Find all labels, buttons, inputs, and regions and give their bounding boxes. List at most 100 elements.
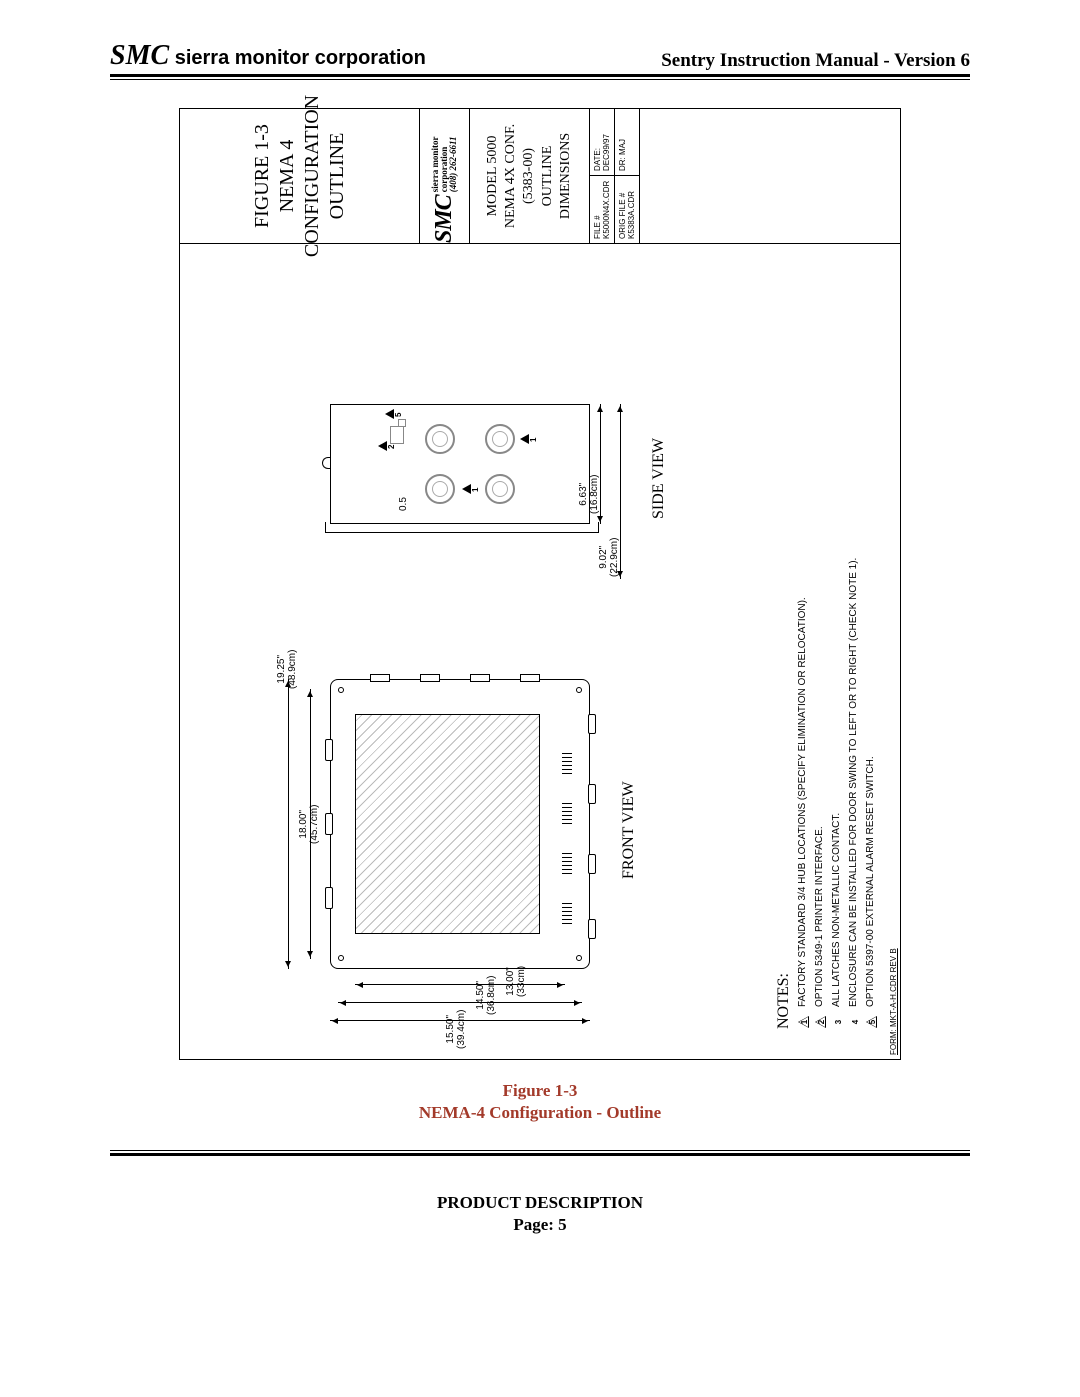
file1: FILE # K5000N4X.CDR [590, 176, 614, 243]
note-item: 3 ALL LATCHES NON-METALLIC CONTACT. [831, 269, 845, 1029]
fig-line4: OUTLINE [325, 133, 350, 220]
dim-arrow [338, 1002, 582, 1003]
side-view: 1 1 2 5 0.5 [330, 404, 590, 579]
note-triangle-icon: 1 [797, 1015, 811, 1029]
header-rule [110, 79, 970, 80]
note-text: FACTORY STANDARD 3/4 HUB LOCATIONS (SPEC… [797, 597, 809, 1007]
latch-icon [470, 674, 490, 682]
dim-h2: 18.00"(45.7cm) [298, 805, 320, 844]
top-conduit-icon [322, 457, 330, 469]
note-item: 1 FACTORY STANDARD 3/4 HUB LOCATIONS (SPE… [797, 269, 811, 1029]
foot-icon [588, 854, 596, 874]
dim-dot5: 0.5 [398, 497, 409, 511]
mount-hole-icon [576, 687, 582, 693]
vent-icon [562, 900, 572, 924]
hub-icon [425, 474, 455, 504]
note-text: OPTION 5349-1 PRINTER INTERFACE. [814, 826, 826, 1007]
logo-text: sierra monitor corporation (408) 262-661… [431, 109, 458, 192]
hub-icon [485, 474, 515, 504]
latch-icon [420, 674, 440, 682]
notes-block: NOTES: 1 FACTORY STANDARD 3/4 HUB LOCATIO… [775, 269, 882, 1029]
notes-title: NOTES: [775, 269, 793, 1029]
front-view-label: FRONT VIEW [620, 781, 638, 879]
caption-l1: Figure 1-3 [503, 1081, 578, 1100]
footer-l2: Page: 5 [513, 1215, 566, 1234]
fig-line2: NEMA 4 [275, 140, 300, 213]
technical-drawing: FIGURE 1-3 NEMA 4 CONFIGURATION OUTLINE … [179, 108, 901, 1060]
hub-icon [425, 424, 455, 454]
foot-icon [588, 784, 596, 804]
notes-list: 1 FACTORY STANDARD 3/4 HUB LOCATIONS (SPE… [797, 269, 879, 1029]
hub-icon [485, 424, 515, 454]
callout-tri-icon: 1 [520, 434, 529, 444]
note-triangle-icon: 2 [814, 1015, 828, 1029]
note-triangle-icon: 5 [865, 1015, 879, 1029]
header-brand: SMC sierra monitor corporation [110, 40, 426, 72]
reset-switch-icon [398, 419, 406, 427]
titleblock-model: MODEL 5000 NEMA 4X CONF. (5383-00) OUTLI… [470, 109, 590, 243]
figure-title: FIGURE 1-3 NEMA 4 CONFIGURATION OUTLINE [180, 109, 420, 243]
dim-w1: 15.50"(39.4cm) [445, 1010, 467, 1049]
page-footer: PRODUCT DESCRIPTION Page: 5 [110, 1192, 970, 1236]
form-reference: FORM: MKT-A-H.CDR REV B [889, 948, 898, 1055]
mount-hole-icon [338, 687, 344, 693]
title-block: FIGURE 1-3 NEMA 4 CONFIGURATION OUTLINE … [180, 109, 900, 244]
note-number: 3 [831, 1015, 845, 1029]
brand-italic: SMC [110, 40, 169, 71]
fig-line3: CONFIGURATION [300, 95, 325, 257]
hinge-icon [325, 739, 333, 761]
mount-hole-icon [338, 955, 344, 961]
latch-icon [520, 674, 540, 682]
foot-icon [588, 919, 596, 939]
note-text: OPTION 5397-00 EXTERNAL ALARM RESET SWIT… [865, 756, 877, 1007]
vent-icon [562, 850, 572, 874]
footer-rule-thin [110, 1150, 970, 1151]
mount-hole-icon [576, 955, 582, 961]
model-l2: NEMA 4X CONF. (5383-00) [502, 109, 538, 243]
brand-rest: sierra monitor corporation [169, 47, 426, 69]
dim-arrow [620, 404, 621, 579]
page-header: SMC sierra monitor corporation Sentry In… [110, 40, 970, 77]
hinge-icon [325, 813, 333, 835]
vent-icon [562, 800, 572, 824]
side-body [330, 404, 590, 524]
dim-arrow [288, 679, 289, 969]
file-date: DATE: DEC99/97 [590, 109, 614, 176]
model-l3: OUTLINE DIMENSIONS [539, 109, 575, 243]
side-view-label: SIDE VIEW [650, 438, 668, 519]
hinge-icon [325, 887, 333, 909]
footer-l1: PRODUCT DESCRIPTION [437, 1193, 643, 1212]
vent-icon [562, 750, 572, 774]
logo-italic: SMC [431, 195, 458, 243]
note-text: ALL LATCHES NON-METALLIC CONTACT. [831, 813, 843, 1007]
titleblock-files: FILE # K5000N4X.CDR DATE: DEC99/97 ORIG … [590, 109, 900, 243]
dim-h1: 19.25"(48.9cm) [276, 650, 298, 689]
file2: ORIG FILE # K5383A.CDR [615, 176, 639, 243]
dim-w2: 14.50"(36.8cm) [475, 976, 497, 1015]
latch-icon [370, 674, 390, 682]
model-l1: MODEL 5000 [484, 136, 502, 217]
note-item: 2 OPTION 5349-1 PRINTER INTERFACE. [814, 269, 828, 1029]
figure-caption: Figure 1-3 NEMA-4 Configuration - Outlin… [110, 1080, 970, 1124]
dim-d1: 9.02"(22.9cm) [598, 538, 620, 577]
callout-tri-icon: 5 [385, 409, 394, 419]
enclosure-window [355, 714, 540, 934]
note-item: 4 ENCLOSURE CAN BE INSTALLED FOR DOOR SWI… [848, 269, 862, 1029]
file-by: DR: MAJ [615, 109, 639, 176]
note-item: 5 OPTION 5397-00 EXTERNAL ALARM RESET SWI… [865, 269, 879, 1029]
dim-arrow [355, 984, 565, 985]
front-view [330, 679, 590, 969]
callout-tri-icon: 2 [378, 441, 387, 451]
logo-text1: sierra monitor corporation [430, 137, 449, 193]
note-number: 4 [848, 1015, 862, 1029]
titleblock-logo: SMC sierra monitor corporation (408) 262… [420, 109, 470, 243]
dim-d2: 6.63"(16.8cm) [578, 475, 600, 514]
footer-rule-thick [110, 1153, 970, 1156]
printer-interface-icon [390, 426, 404, 444]
dim-arrow [600, 404, 601, 524]
logo-text2: (408) 262-6611 [448, 137, 458, 193]
caption-l2: NEMA-4 Configuration - Outline [419, 1103, 661, 1122]
note-text: ENCLOSURE CAN BE INSTALLED FOR DOOR SWIN… [848, 558, 860, 1007]
foot-icon [588, 714, 596, 734]
dim-w3: 13.00"(33cm) [505, 966, 527, 997]
